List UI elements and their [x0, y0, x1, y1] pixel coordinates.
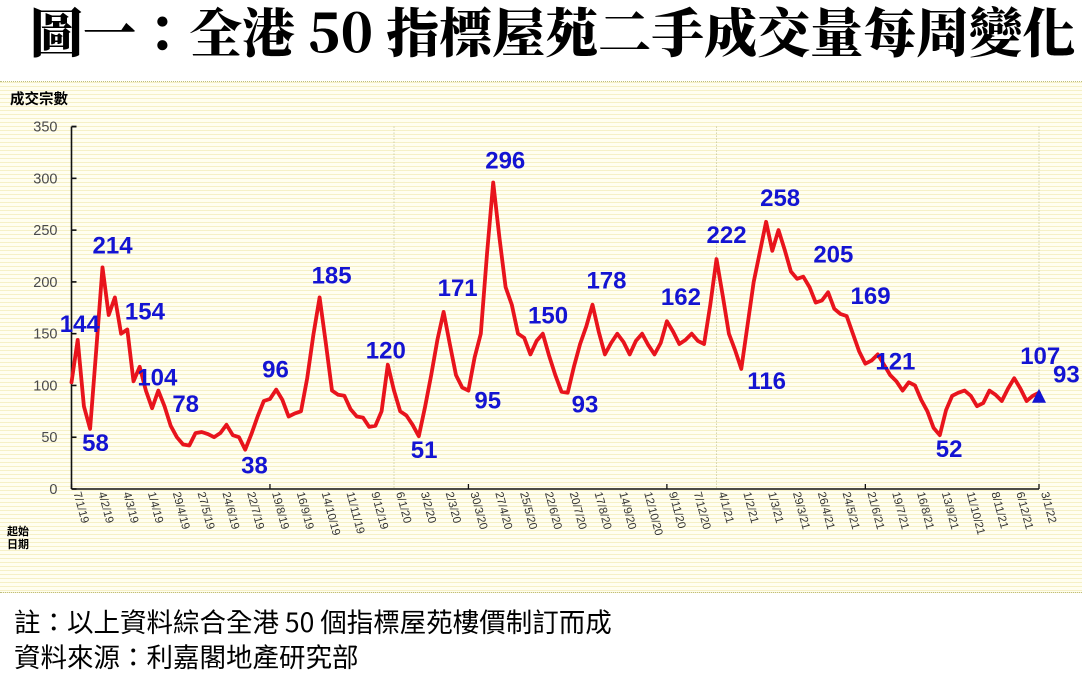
svg-text:29/4/19: 29/4/19: [170, 491, 192, 531]
svg-text:78: 78: [172, 391, 199, 418]
svg-text:296: 296: [485, 147, 525, 174]
svg-text:250: 250: [33, 223, 57, 239]
svg-text:0: 0: [49, 482, 57, 498]
svg-text:121: 121: [875, 349, 915, 376]
svg-text:171: 171: [438, 275, 478, 302]
svg-text:22/6/20: 22/6/20: [542, 491, 564, 531]
svg-text:205: 205: [813, 242, 853, 269]
svg-text:17/8/20: 17/8/20: [592, 491, 614, 531]
svg-text:12/10/20: 12/10/20: [641, 491, 664, 537]
svg-text:93: 93: [1053, 362, 1080, 389]
svg-text:3/1/22: 3/1/22: [1038, 491, 1058, 525]
svg-text:50: 50: [41, 430, 57, 446]
svg-text:24/5/21: 24/5/21: [840, 491, 862, 531]
svg-text:16/9/19: 16/9/19: [294, 491, 316, 531]
svg-text:120: 120: [366, 338, 406, 365]
svg-text:1/4/19: 1/4/19: [145, 491, 165, 525]
svg-text:8/11/21: 8/11/21: [988, 491, 1009, 530]
svg-text:95: 95: [474, 388, 501, 415]
svg-text:150: 150: [33, 327, 57, 343]
svg-text:144: 144: [60, 311, 101, 338]
svg-text:38: 38: [241, 453, 268, 480]
svg-text:14/9/20: 14/9/20: [616, 491, 638, 531]
svg-text:350: 350: [33, 120, 57, 136]
svg-text:6/12/21: 6/12/21: [1013, 491, 1035, 531]
svg-text:104: 104: [137, 364, 178, 391]
svg-text:26/4/21: 26/4/21: [815, 491, 837, 531]
svg-text:154: 154: [125, 299, 166, 326]
svg-text:11/11/19: 11/11/19: [343, 491, 366, 536]
svg-text:93: 93: [572, 392, 599, 419]
svg-text:1/2/21: 1/2/21: [740, 491, 760, 525]
svg-text:9/11/20: 9/11/20: [666, 491, 687, 530]
svg-text:30/3/20: 30/3/20: [468, 491, 490, 531]
svg-text:100: 100: [33, 378, 57, 394]
svg-text:9/12/19: 9/12/19: [368, 491, 390, 531]
svg-text:6/1/20: 6/1/20: [393, 491, 413, 525]
svg-text:58: 58: [82, 430, 109, 457]
svg-text:24/6/19: 24/6/19: [219, 491, 241, 531]
svg-text:185: 185: [312, 262, 352, 289]
svg-text:2/3/20: 2/3/20: [443, 491, 463, 525]
svg-text:27/4/20: 27/4/20: [492, 491, 514, 531]
svg-text:7/1/19: 7/1/19: [71, 491, 91, 525]
svg-text:11/10/21: 11/10/21: [964, 491, 987, 537]
svg-text:22/7/19: 22/7/19: [244, 491, 266, 531]
svg-text:4/1/21: 4/1/21: [716, 491, 736, 525]
svg-text:21/6/21: 21/6/21: [864, 491, 886, 531]
svg-text:214: 214: [93, 232, 134, 259]
svg-text:19/8/19: 19/8/19: [269, 491, 291, 531]
svg-text:20/7/20: 20/7/20: [567, 491, 589, 531]
svg-text:150: 150: [528, 303, 568, 330]
svg-text:300: 300: [33, 171, 57, 187]
svg-text:1/3/21: 1/3/21: [765, 491, 785, 525]
svg-text:96: 96: [262, 357, 289, 384]
svg-text:16/8/21: 16/8/21: [914, 491, 936, 531]
svg-text:222: 222: [707, 222, 747, 249]
svg-text:3/2/20: 3/2/20: [418, 491, 438, 525]
svg-text:4/2/19: 4/2/19: [95, 491, 115, 525]
svg-text:51: 51: [411, 437, 438, 464]
svg-text:178: 178: [586, 268, 626, 295]
svg-text:116: 116: [747, 368, 786, 395]
svg-text:27/5/19: 27/5/19: [195, 491, 217, 531]
svg-text:52: 52: [936, 436, 963, 463]
svg-text:258: 258: [760, 185, 800, 212]
svg-text:13/9/21: 13/9/21: [939, 491, 961, 531]
svg-text:169: 169: [851, 283, 891, 310]
svg-text:162: 162: [661, 284, 701, 311]
svg-text:14/10/19: 14/10/19: [319, 491, 342, 537]
svg-text:200: 200: [33, 275, 57, 291]
svg-text:7/12/20: 7/12/20: [691, 491, 713, 531]
svg-text:4/3/19: 4/3/19: [120, 491, 140, 525]
svg-text:25/5/20: 25/5/20: [517, 491, 539, 531]
svg-text:29/3/21: 29/3/21: [790, 491, 812, 531]
svg-text:19/7/21: 19/7/21: [889, 491, 911, 531]
